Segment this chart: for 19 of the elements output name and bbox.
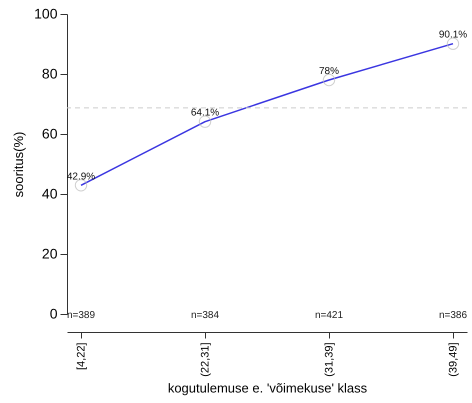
annotation: n=386 [438,310,468,321]
y-tick-label: 20 [42,246,58,262]
x-tick-label: [4,22] [76,342,88,370]
data-label: 78% [318,66,340,77]
annotation: n=389 [66,310,96,321]
y-tick-label: 80 [42,66,58,82]
y-tick-label: 60 [42,126,58,142]
y-tick-label: 40 [42,186,58,202]
x-tick-label: (31,39] [323,342,336,377]
annotation: n=384 [190,310,220,321]
y-tick-label: 0 [50,306,58,322]
y-axis-title: sooritus(%) [11,132,26,198]
data-label: 90.1% [438,30,468,41]
x-tick-label: (39,49] [447,342,460,377]
annotation: n=421 [314,310,344,321]
x-axis-title: kogutulemuse e. 'võimekuse' klass [168,380,368,396]
x-tick-label: (22,31] [200,342,212,377]
data-label: 64.1% [190,108,220,119]
y-tick-label: 100 [34,6,58,22]
